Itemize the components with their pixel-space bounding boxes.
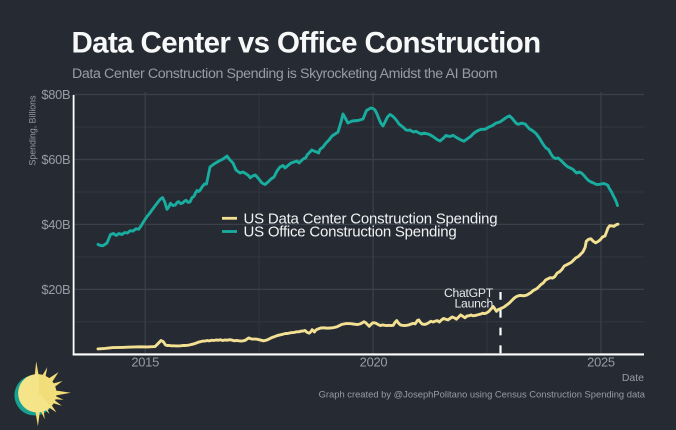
svg-text:Data Center Construction Spend: Data Center Construction Spending is Sky…: [72, 66, 497, 82]
svg-text:$60B: $60B: [41, 152, 70, 167]
svg-text:ChatGPT: ChatGPT: [444, 286, 494, 300]
svg-text:Launch: Launch: [455, 296, 493, 310]
svg-text:$20B: $20B: [41, 282, 70, 297]
svg-text:US Data Center Construction Sp: US Data Center Construction Spending: [244, 210, 498, 227]
svg-text:$80B: $80B: [41, 87, 70, 102]
svg-text:2025: 2025: [587, 354, 615, 369]
svg-text:Date: Date: [622, 372, 644, 384]
svg-text:Data Center vs Office Construc: Data Center vs Office Construction: [72, 27, 541, 60]
svg-text:$40B: $40B: [41, 217, 70, 232]
svg-text:Graph created by @JosephPolita: Graph created by @JosephPolitano using C…: [319, 389, 646, 400]
svg-text:US Office Construction Spendin: US Office Construction Spending: [244, 224, 457, 241]
svg-text:2020: 2020: [360, 354, 388, 369]
svg-text:Spending, Billions: Spending, Billions: [28, 95, 38, 166]
svg-text:2015: 2015: [131, 354, 159, 369]
